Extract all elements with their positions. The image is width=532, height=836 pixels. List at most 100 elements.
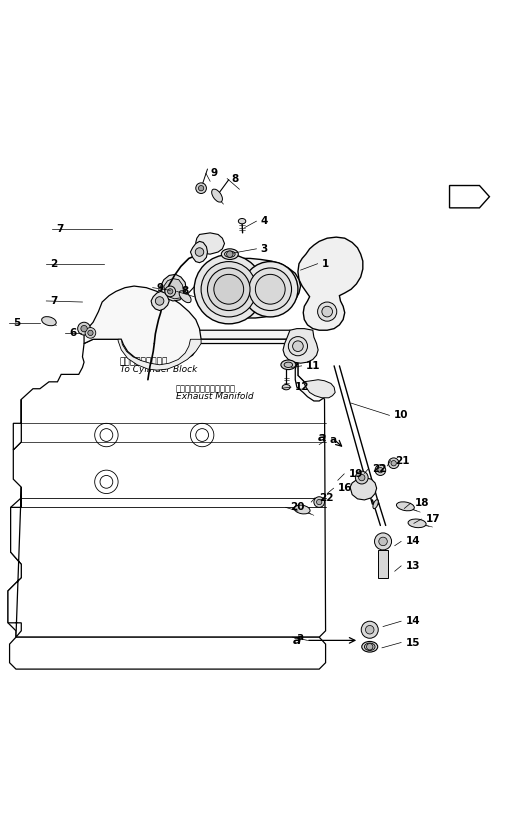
Circle shape xyxy=(88,330,93,335)
Text: 1: 1 xyxy=(322,258,329,268)
Text: 13: 13 xyxy=(405,561,420,571)
Ellipse shape xyxy=(364,643,375,650)
Circle shape xyxy=(367,644,373,650)
Text: 12: 12 xyxy=(295,382,310,392)
Circle shape xyxy=(314,497,325,507)
Text: a: a xyxy=(293,634,301,647)
Circle shape xyxy=(198,186,204,191)
Ellipse shape xyxy=(238,218,246,224)
Text: Exhaust Manifold: Exhaust Manifold xyxy=(176,392,253,401)
Circle shape xyxy=(255,274,285,304)
Circle shape xyxy=(81,325,87,332)
Ellipse shape xyxy=(221,249,238,259)
Text: 9: 9 xyxy=(210,168,217,178)
Text: 22: 22 xyxy=(319,492,334,502)
Text: FWD: FWD xyxy=(452,192,475,201)
Circle shape xyxy=(249,268,292,310)
Ellipse shape xyxy=(282,385,290,390)
Ellipse shape xyxy=(179,291,191,303)
Text: 6: 6 xyxy=(69,328,77,338)
Circle shape xyxy=(378,467,383,473)
Polygon shape xyxy=(161,274,186,301)
Polygon shape xyxy=(201,258,301,318)
Circle shape xyxy=(359,474,365,481)
Circle shape xyxy=(196,183,206,193)
Text: 7: 7 xyxy=(51,296,58,306)
Circle shape xyxy=(155,297,164,305)
Polygon shape xyxy=(8,487,21,637)
Polygon shape xyxy=(190,242,207,263)
Polygon shape xyxy=(283,329,318,363)
Circle shape xyxy=(375,465,386,476)
Text: 20: 20 xyxy=(290,502,304,512)
Text: 5: 5 xyxy=(13,319,21,329)
Circle shape xyxy=(214,274,244,304)
Text: 2: 2 xyxy=(51,258,58,268)
Polygon shape xyxy=(164,278,184,298)
Ellipse shape xyxy=(396,502,414,511)
Polygon shape xyxy=(84,286,326,401)
Text: 21: 21 xyxy=(395,456,409,466)
Polygon shape xyxy=(118,339,201,370)
Polygon shape xyxy=(93,330,301,344)
Circle shape xyxy=(195,247,204,257)
Text: 3: 3 xyxy=(261,244,268,254)
Polygon shape xyxy=(10,637,326,669)
Ellipse shape xyxy=(408,519,426,528)
Circle shape xyxy=(194,255,263,324)
Text: 18: 18 xyxy=(415,498,429,508)
Text: 8: 8 xyxy=(181,287,188,297)
Polygon shape xyxy=(196,233,225,254)
Text: 10: 10 xyxy=(394,410,408,421)
Circle shape xyxy=(322,306,332,317)
Ellipse shape xyxy=(294,505,310,514)
Ellipse shape xyxy=(373,500,378,508)
Polygon shape xyxy=(350,477,377,500)
Ellipse shape xyxy=(362,641,378,652)
Circle shape xyxy=(207,268,250,310)
Text: 16: 16 xyxy=(338,483,352,493)
Circle shape xyxy=(293,341,303,351)
Polygon shape xyxy=(378,550,388,578)
Circle shape xyxy=(388,458,399,468)
Text: 9: 9 xyxy=(157,283,164,293)
Polygon shape xyxy=(303,380,335,398)
Text: a: a xyxy=(297,632,304,642)
Text: エキゾーストマニホールド: エキゾーストマニホールド xyxy=(176,385,236,393)
Circle shape xyxy=(78,322,90,335)
Circle shape xyxy=(165,286,176,297)
Text: 7: 7 xyxy=(56,224,63,234)
Text: 17: 17 xyxy=(426,514,440,524)
Text: 4: 4 xyxy=(261,217,268,227)
Circle shape xyxy=(355,472,368,484)
Polygon shape xyxy=(450,186,489,208)
Circle shape xyxy=(85,328,96,339)
Circle shape xyxy=(227,251,233,257)
Ellipse shape xyxy=(225,251,235,257)
Polygon shape xyxy=(13,400,21,450)
Ellipse shape xyxy=(281,360,296,370)
Text: 14: 14 xyxy=(405,616,420,626)
Text: 11: 11 xyxy=(306,361,320,371)
Circle shape xyxy=(318,302,337,321)
Ellipse shape xyxy=(284,362,293,368)
Text: 19: 19 xyxy=(348,469,363,479)
Circle shape xyxy=(317,499,322,505)
Circle shape xyxy=(375,533,392,550)
Circle shape xyxy=(391,461,396,466)
Text: 15: 15 xyxy=(405,638,420,648)
Circle shape xyxy=(361,621,378,638)
Circle shape xyxy=(379,538,387,546)
Text: To Cylinder Block: To Cylinder Block xyxy=(120,364,197,374)
Polygon shape xyxy=(298,237,363,330)
Text: 14: 14 xyxy=(405,537,420,547)
Text: シリンダブロックへ: シリンダブロックへ xyxy=(120,357,168,366)
Circle shape xyxy=(168,288,173,294)
Circle shape xyxy=(288,337,307,356)
Circle shape xyxy=(243,262,298,317)
Text: a: a xyxy=(318,431,326,444)
Circle shape xyxy=(201,262,256,317)
Text: 22: 22 xyxy=(372,464,387,474)
Ellipse shape xyxy=(41,317,56,326)
Text: a: a xyxy=(330,436,337,446)
